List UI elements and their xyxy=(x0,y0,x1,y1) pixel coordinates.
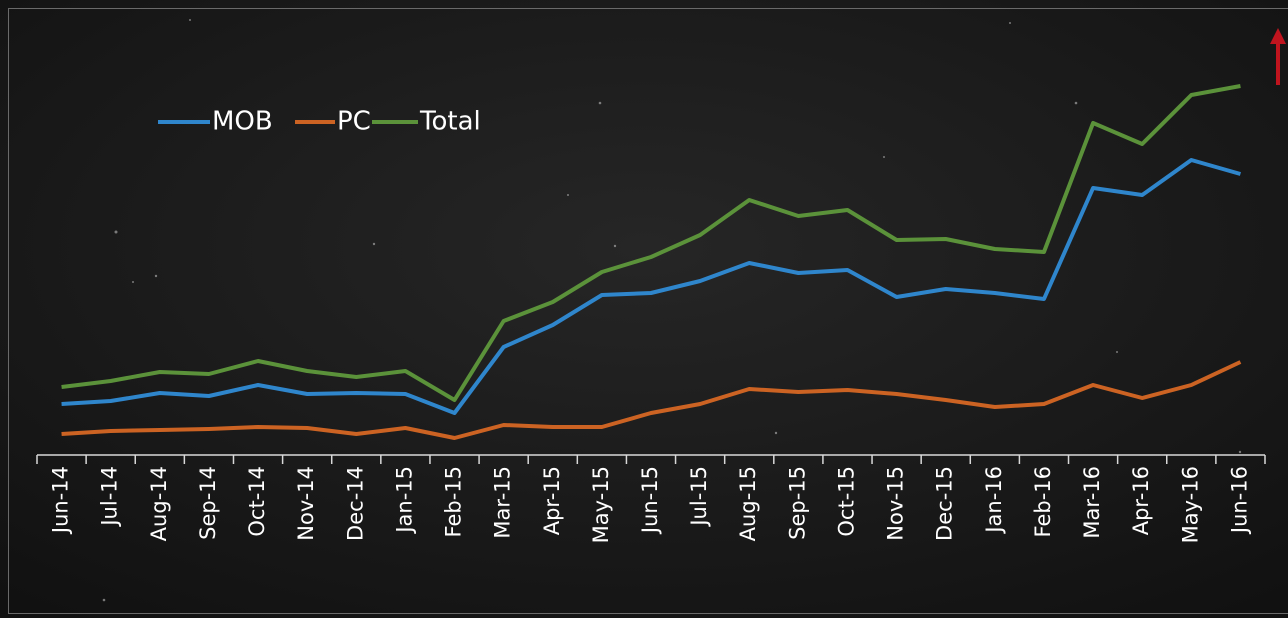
x-tick-label: Jun-14 xyxy=(49,466,73,535)
x-tick-label: May-16 xyxy=(1178,466,1202,543)
x-tick-label: Jul-15 xyxy=(687,466,711,528)
x-tick-label: Apr-16 xyxy=(1129,466,1153,535)
legend-label: MOB xyxy=(212,107,273,137)
x-tick-label: Oct-14 xyxy=(245,466,269,537)
x-tick-label: Jun-16 xyxy=(1227,466,1251,535)
x-tick-label: Mar-16 xyxy=(1080,466,1104,539)
stars xyxy=(102,19,1242,602)
x-tick-label: Jan-15 xyxy=(392,466,416,535)
x-tick-label: Sep-14 xyxy=(196,466,220,540)
series-line xyxy=(61,84,1241,402)
legend-label: PC xyxy=(337,107,371,137)
legend-label: Total xyxy=(419,107,481,137)
x-tick-label: Mar-15 xyxy=(491,466,515,539)
x-tick-label: Dec-15 xyxy=(933,466,957,541)
frame xyxy=(8,8,1288,614)
series-line xyxy=(61,158,1241,415)
series-line xyxy=(61,360,1242,440)
x-tick-label: Nov-14 xyxy=(294,466,318,541)
x-tick-label: Jan-16 xyxy=(982,466,1006,535)
x-tick-label: Aug-14 xyxy=(147,466,171,541)
x-tick-label: Nov-15 xyxy=(884,466,908,541)
x-tick-label: Jul-14 xyxy=(98,466,122,528)
x-tick-label: May-15 xyxy=(589,466,613,543)
x-tick-label: Apr-15 xyxy=(540,466,564,535)
x-tick-label: Feb-16 xyxy=(1031,466,1055,537)
x-tick-label: Feb-15 xyxy=(442,466,466,537)
x-tick-label: Aug-15 xyxy=(736,466,760,541)
x-tick-label: Oct-15 xyxy=(834,466,858,537)
x-tick-label: Sep-15 xyxy=(785,466,809,540)
red-arrow xyxy=(1270,28,1286,85)
x-tick-label: Dec-14 xyxy=(343,466,367,541)
x-tick-label: Jun-15 xyxy=(638,466,662,535)
